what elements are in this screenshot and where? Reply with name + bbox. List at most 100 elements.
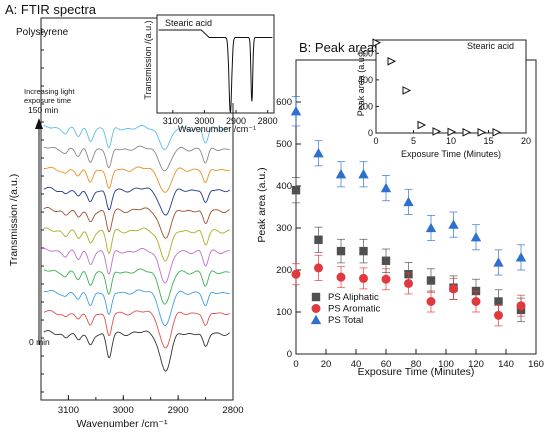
panel-b-ytick-label: 100: [276, 307, 292, 318]
panel-b-xtick-label: 160: [528, 359, 544, 370]
panel-a-ylabel: Transmission /(a.u.): [8, 174, 20, 266]
time-label-150: 150 min: [28, 105, 59, 115]
panel-b-inset-bg: [376, 40, 526, 133]
ftir-spectrum-line: [43, 309, 230, 349]
panel-b-inset-xtick-label: 15: [483, 136, 493, 146]
panel-b-inset-ylabel: Peak area (a.u.): [356, 52, 366, 117]
panel-a-inset-xtick-label: 2900: [226, 116, 246, 126]
ps-aromatic-point: [404, 278, 413, 288]
ftir-spectrum-line: [43, 145, 230, 172]
ps-aliphatic-point: [359, 246, 368, 256]
ps-aromatic-point: [336, 272, 346, 282]
panel-a-plot-frame: [40, 17, 234, 401]
ftir-spectrum-line: [43, 289, 230, 326]
panel-a-inset-frame: [156, 14, 275, 114]
time-label-0: 0 min: [29, 337, 50, 347]
ps-total-point: [380, 182, 392, 193]
panel-b-inset-points: [372, 38, 502, 137]
panel-a-title: A: FTIR spectra: [5, 2, 97, 17]
legend-marker-ps-aliphatic: [311, 292, 321, 302]
panel-a-inset-xticks: 3100 3000 2900 2800: [163, 110, 278, 126]
panel-a-xlabel: Wavenumber /cm⁻¹: [77, 418, 168, 430]
ps-aliphatic-point: [494, 297, 503, 306]
stearic-acid-spectrum: [158, 29, 273, 113]
ftir-spectrum-line: [43, 124, 230, 151]
exposure-annotation-line1: Increasing light: [24, 87, 75, 96]
panel-a-xtick-label: 3000: [113, 405, 134, 416]
panel-b-inset-ytick-label: 0: [368, 128, 373, 138]
ps-total-point: [493, 257, 504, 267]
stearic-acid-point: [432, 127, 442, 136]
ftir-spectrum-line: [43, 247, 230, 284]
panel-b-xlabel: Exposure Time (Minutes): [358, 366, 475, 378]
panel-a-xtick-label: 3100: [58, 405, 79, 416]
panel-a-inset-xtick-label: 3100: [163, 116, 183, 126]
stearic-acid-point: [372, 38, 382, 47]
ftir-spectrum-line: [43, 207, 230, 239]
panel-b-xtick-label: 20: [321, 359, 332, 370]
exposure-annotation-line2: exposure time: [24, 96, 71, 105]
panel-b-ytick-label: 400: [276, 181, 292, 192]
ftir-spectrum-line: [43, 330, 230, 372]
panel-b-ytick-label: 0: [287, 349, 292, 360]
ps-total-point: [335, 169, 347, 179]
panel-b-inset-ytick-label: 200: [358, 101, 373, 111]
stearic-acid-point: [417, 120, 427, 130]
panel-b-ytick-label: 600: [276, 97, 292, 108]
panel-a-xtick-label: 2800: [222, 405, 243, 416]
panel-a-inset-ylabel: Transmission /(a.u.): [143, 20, 153, 99]
ps-aromatic-point: [381, 274, 391, 284]
legend-marker-ps-aromatic: [311, 304, 321, 313]
panel-b-ytick-label: 200: [276, 265, 292, 276]
panel-a-inset-axes: [156, 14, 275, 114]
panel-b-inset-ytick-label: 400: [358, 75, 373, 85]
panel-b-ylabel: Peak area (a.u.): [256, 167, 268, 242]
panel-a-xticks: 3100 3000 2900 2800: [40, 31, 244, 416]
ps-aromatic-point: [471, 297, 481, 306]
panel-a: A: FTIR spectra Polystyrene Increasing l…: [5, 2, 278, 430]
panel-a-inset-xtick-label: 2800: [258, 116, 278, 126]
ps-aromatic-point: [291, 269, 301, 279]
ps-total-point: [358, 169, 369, 179]
panel-a-inset-xlabel: Wavenumber /cm⁻¹: [178, 124, 256, 134]
ps-total-point: [403, 196, 414, 207]
ps-total-point: [313, 148, 324, 158]
ps-aliphatic-point: [314, 235, 323, 244]
ps-aromatic-point: [426, 297, 436, 306]
panel-b-ytick-label: 500: [276, 139, 292, 150]
panel-b-xticks: 0 20 40 60 80 100 120 140 160: [293, 349, 544, 370]
panel-b-inset-xtick-label: 20: [521, 136, 531, 146]
ps-aromatic-point: [494, 310, 503, 320]
panel-a-inset-bg: [157, 15, 274, 103]
ps-aliphatic-point: [381, 256, 391, 265]
ps-aliphatic-point: [336, 246, 346, 256]
ps-total-point: [425, 222, 437, 233]
ps-aromatic-point: [359, 273, 368, 283]
stearic-acid-point: [447, 127, 457, 137]
panel-b-inset: 0 200 400 600 0 5 10 15 20 Stearic acid Peak ar…: [356, 38, 531, 159]
legend-label-ps-aromatic: PS Aromatic: [328, 304, 381, 315]
panel-b-xtick-label: 40: [351, 359, 362, 370]
stearic-acid-point: [492, 128, 502, 137]
ps-total-point: [448, 219, 459, 229]
panel-a-axes: [40, 17, 234, 401]
ftir-spectrum-line: [43, 186, 230, 216]
ps-aliphatic-point: [291, 186, 301, 195]
panel-b-xtick-label: 80: [411, 359, 422, 370]
panel-a-inset: Stearic acid Transmission /(a.u.) Wavenu…: [143, 14, 278, 134]
legend-label-ps-aliphatic: PS Aliphatic: [328, 292, 379, 303]
panel-b-xtick-label: 120: [468, 359, 484, 370]
panel-a-xtick-label: 2900: [168, 405, 189, 416]
panel-b-xtick-label: 0: [293, 359, 298, 370]
stearic-acid-point: [462, 128, 472, 137]
ps-aromatic-point: [449, 284, 458, 294]
legend-marker-ps-total: [310, 314, 322, 325]
panel-b-xtick-label: 60: [381, 359, 392, 370]
stearic-acid-point: [402, 86, 412, 95]
stearic-acid-point: [477, 128, 487, 137]
ps-aliphatic-point: [426, 276, 436, 285]
panel-a-spectra: [43, 124, 230, 372]
panel-b-xtick-label: 140: [498, 359, 514, 370]
